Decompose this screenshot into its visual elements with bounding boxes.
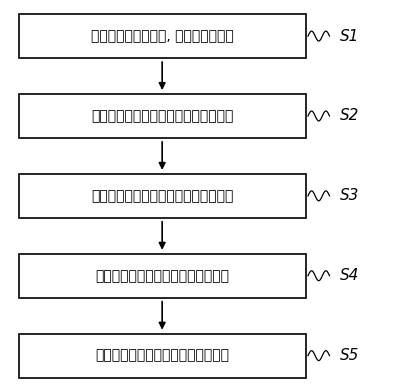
Text: 向中压配网馈线层输送就地间歇式能源: 向中压配网馈线层输送就地间歇式能源	[91, 109, 234, 123]
FancyBboxPatch shape	[19, 174, 305, 218]
Text: 通过高压配网变电站层调节电压质量: 通过高压配网变电站层调节电压质量	[95, 349, 229, 362]
Text: S2: S2	[339, 108, 359, 124]
Text: 主动配网控制器统一调度可控单元二: 主动配网控制器统一调度可控单元二	[95, 269, 229, 283]
Text: S1: S1	[339, 29, 359, 44]
Text: 消纳中压间歇式能源和就地间歇式能源: 消纳中压间歇式能源和就地间歇式能源	[91, 189, 234, 203]
Text: S4: S4	[339, 268, 359, 283]
Text: 消纳就地间歇式能源, 控制各电能质量: 消纳就地间歇式能源, 控制各电能质量	[91, 29, 234, 43]
FancyBboxPatch shape	[19, 254, 305, 298]
FancyBboxPatch shape	[19, 94, 305, 138]
Text: S5: S5	[339, 348, 359, 363]
FancyBboxPatch shape	[19, 14, 305, 58]
FancyBboxPatch shape	[19, 334, 305, 378]
Text: S3: S3	[339, 188, 359, 203]
